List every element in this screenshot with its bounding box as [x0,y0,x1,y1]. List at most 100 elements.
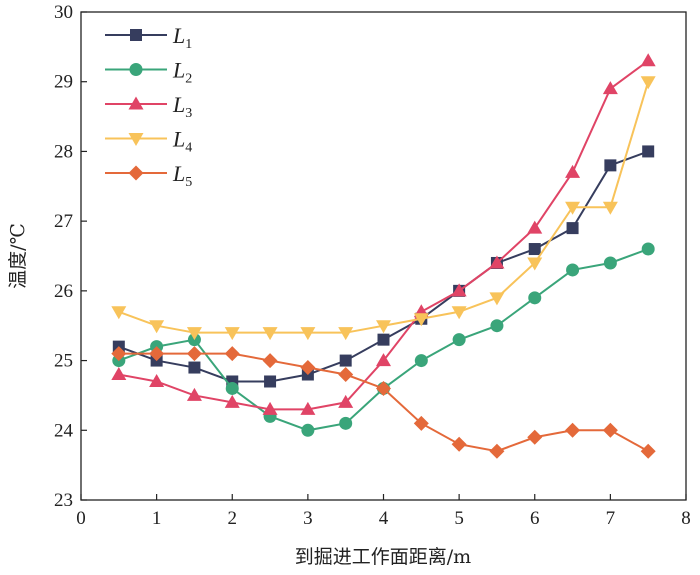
data-point [224,394,240,408]
data-point [111,367,127,381]
data-point [642,145,655,158]
data-point [489,255,505,269]
x-tick-label: 0 [76,508,86,529]
data-point [338,327,354,341]
data-point [451,283,467,297]
data-point [262,327,278,341]
data-point [301,423,315,437]
legend-marker [128,165,144,181]
legend-label: L1 [172,23,192,52]
legend-label: L5 [172,161,192,190]
legend-marker [130,29,142,41]
data-point [186,327,202,341]
data-point [528,243,541,256]
data-point [186,387,202,401]
data-point [413,313,429,327]
y-tick-label: 26 [54,281,73,302]
y-tick-label: 25 [54,351,73,372]
data-point [111,346,127,362]
legend-marker [128,96,144,110]
data-point [490,319,504,333]
series-L4 [111,76,656,341]
y-tick-label: 29 [54,72,73,93]
legend-marker [128,133,144,146]
data-point [602,422,618,438]
data-point [300,360,316,376]
data-point [339,416,353,430]
data-point [376,353,391,367]
y-axis-label: 温度/℃ [7,223,29,289]
data-point [377,333,390,346]
data-point [264,375,277,388]
data-point [300,327,316,341]
data-point [602,201,618,215]
legend-item-L2: L2 [105,58,192,87]
legend-item-L3: L3 [105,92,192,121]
data-point [527,429,543,445]
y-tick-label: 27 [54,211,73,232]
series-layer [111,53,656,459]
data-point [451,436,467,452]
data-point [225,381,239,395]
data-point [565,164,581,178]
x-axis-label: 到掘进工作面距离/m [295,546,471,568]
data-point [262,401,278,415]
legend-item-L4: L4 [105,127,192,156]
legend-item-L5: L5 [105,161,192,190]
data-point [528,291,542,305]
data-point [338,394,354,408]
data-point [527,220,543,234]
data-point [224,346,240,362]
data-point [451,306,467,320]
legend-marker [129,63,143,76]
data-point [339,354,352,367]
series-L3 [111,53,656,415]
data-point [565,422,581,438]
data-point [603,256,617,270]
y-tick-label: 23 [54,490,73,511]
data-point [640,53,656,67]
data-point [640,76,656,90]
data-point [149,373,165,387]
legend-label: L4 [172,127,192,156]
data-point [414,354,428,368]
data-point [604,159,617,172]
y-tick-label: 28 [54,141,73,162]
data-point [489,292,505,306]
x-tick-label: 2 [228,508,238,529]
legend-item-L1: L1 [105,23,192,52]
x-tick-label: 3 [303,508,313,529]
data-point [565,201,581,215]
data-point [186,346,202,362]
y-tick-label: 30 [54,2,73,23]
data-point [527,257,543,271]
data-point [376,320,391,334]
legend-label: L3 [172,92,192,121]
data-point [641,242,655,256]
y-tick-label: 24 [54,420,74,441]
x-tick-label: 7 [606,508,616,529]
data-point [300,401,316,415]
data-point [413,415,429,431]
data-point [452,333,466,347]
series-L5 [111,346,656,459]
data-point [224,327,240,341]
x-tick-label: 5 [454,508,464,529]
data-point [640,443,656,459]
plot-frame [80,11,687,501]
legend-label: L2 [172,58,192,87]
data-point [376,380,391,396]
x-tick-label: 6 [530,508,540,529]
data-point [111,306,127,320]
data-point [262,353,278,369]
data-point [489,443,505,459]
data-point [566,222,579,235]
x-tick-label: 1 [152,508,162,529]
data-point [149,320,165,334]
legend: L1 L2 L3 L4 L5 [105,23,192,190]
x-tick-label: 8 [681,508,691,529]
data-point [188,361,201,374]
x-tick-label: 4 [379,508,389,529]
